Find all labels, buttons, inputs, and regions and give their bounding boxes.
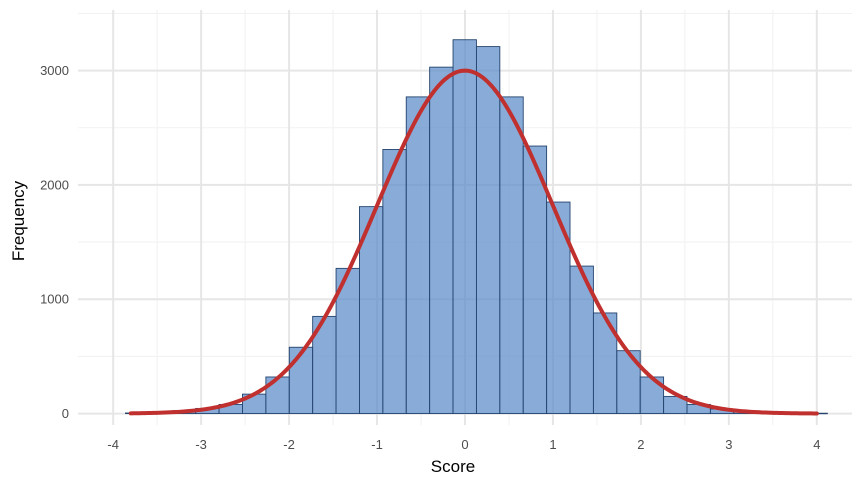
x-tick-label: 4	[813, 437, 820, 452]
x-tick-label: -2	[283, 437, 295, 452]
histogram-bar	[288, 346, 314, 415]
y-tick-label: 3000	[40, 63, 69, 78]
x-tick-label: -3	[195, 437, 207, 452]
y-tick-labels: 0 1000 2000 3000	[40, 63, 69, 421]
curve-layer	[128, 68, 819, 416]
y-tick-label: 2000	[40, 177, 69, 192]
x-tick-labels: -4 -3 -2 -1 0 1 2 3 4	[107, 437, 820, 452]
bars-layer	[125, 39, 828, 415]
x-tick-label: 0	[461, 437, 468, 452]
histogram-bar	[452, 39, 477, 415]
x-tick-label: -1	[371, 437, 383, 452]
x-tick-label: 2	[637, 437, 644, 452]
y-tick-label: 1000	[40, 292, 69, 307]
x-axis-title: Score	[431, 457, 475, 476]
histogram-bar	[475, 46, 501, 415]
histogram-bar	[429, 66, 454, 415]
density-curve	[128, 68, 819, 416]
y-tick-label: 0	[62, 406, 69, 421]
histogram-bar	[499, 96, 524, 415]
histogram-bar	[405, 96, 431, 415]
histogram-bar	[382, 149, 407, 415]
x-tick-label: 1	[549, 437, 556, 452]
x-tick-label: 3	[725, 437, 732, 452]
x-tick-label: -4	[107, 437, 119, 452]
y-axis-title: Frequency	[9, 180, 28, 261]
